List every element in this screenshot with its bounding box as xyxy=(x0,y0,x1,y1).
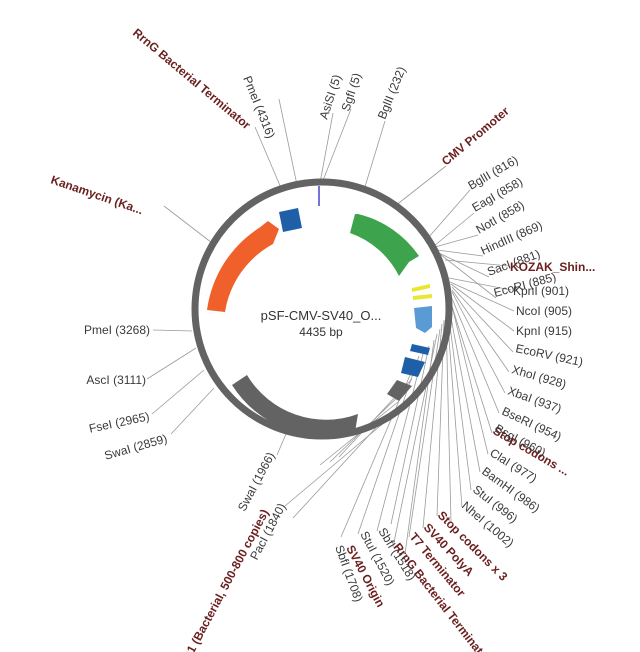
site-label-fsei-2965: FseI (2965) xyxy=(88,409,151,435)
pmb1-origin-arc xyxy=(232,375,358,437)
kozak-arrow-feature xyxy=(414,306,432,333)
site-label-swai-1966: SwaI (1966) xyxy=(235,450,278,514)
kanamycin-arc xyxy=(207,221,279,312)
kozak-sequence-bar xyxy=(412,284,430,292)
leader-lines xyxy=(146,98,515,555)
site-label-asci-3111: AscI (3111) xyxy=(86,373,146,387)
feature-label-rrng-top: RrnG Bacterial Terminator xyxy=(130,26,254,133)
site-label-bglii-232: BglII (232) xyxy=(375,65,409,122)
kozak-sequence-bar-2 xyxy=(413,294,432,300)
terminator-block-2 xyxy=(401,357,425,377)
site-label-asisi-5: AsiSI (5) xyxy=(317,73,345,121)
site-label-ncoi-905: NcoI (905) xyxy=(516,304,572,318)
plasmid-size: 4435 bp xyxy=(299,325,343,339)
sv40-polya-arc xyxy=(387,380,412,401)
plasmid-name: pSF-CMV-SV40_O... xyxy=(261,308,382,323)
rrng-terminator-top-block xyxy=(279,208,302,232)
feature-label-kozak: KOZAK_Shin... xyxy=(510,260,595,274)
site-label-kpni-915: KpnI (915) xyxy=(516,324,572,338)
feature-label-cmv: CMV Promoter xyxy=(439,104,512,169)
feature-label-pmb1: pMB1 (Bacterial, 500-800 copies) xyxy=(172,507,272,652)
cmv-promoter-arc xyxy=(350,214,419,276)
site-label-swai-2859: SwaI (2859) xyxy=(103,431,169,462)
site-label-pmei-3268: PmeI (3268) xyxy=(84,323,150,337)
terminator-block-1 xyxy=(410,344,430,355)
site-label-pmei-4316: PmeI (4316) xyxy=(240,74,278,140)
feature-label-kanamycin: Kanamycin (Ka... xyxy=(49,173,145,218)
site-label-kpni-901: KpnI (901) xyxy=(513,284,569,298)
